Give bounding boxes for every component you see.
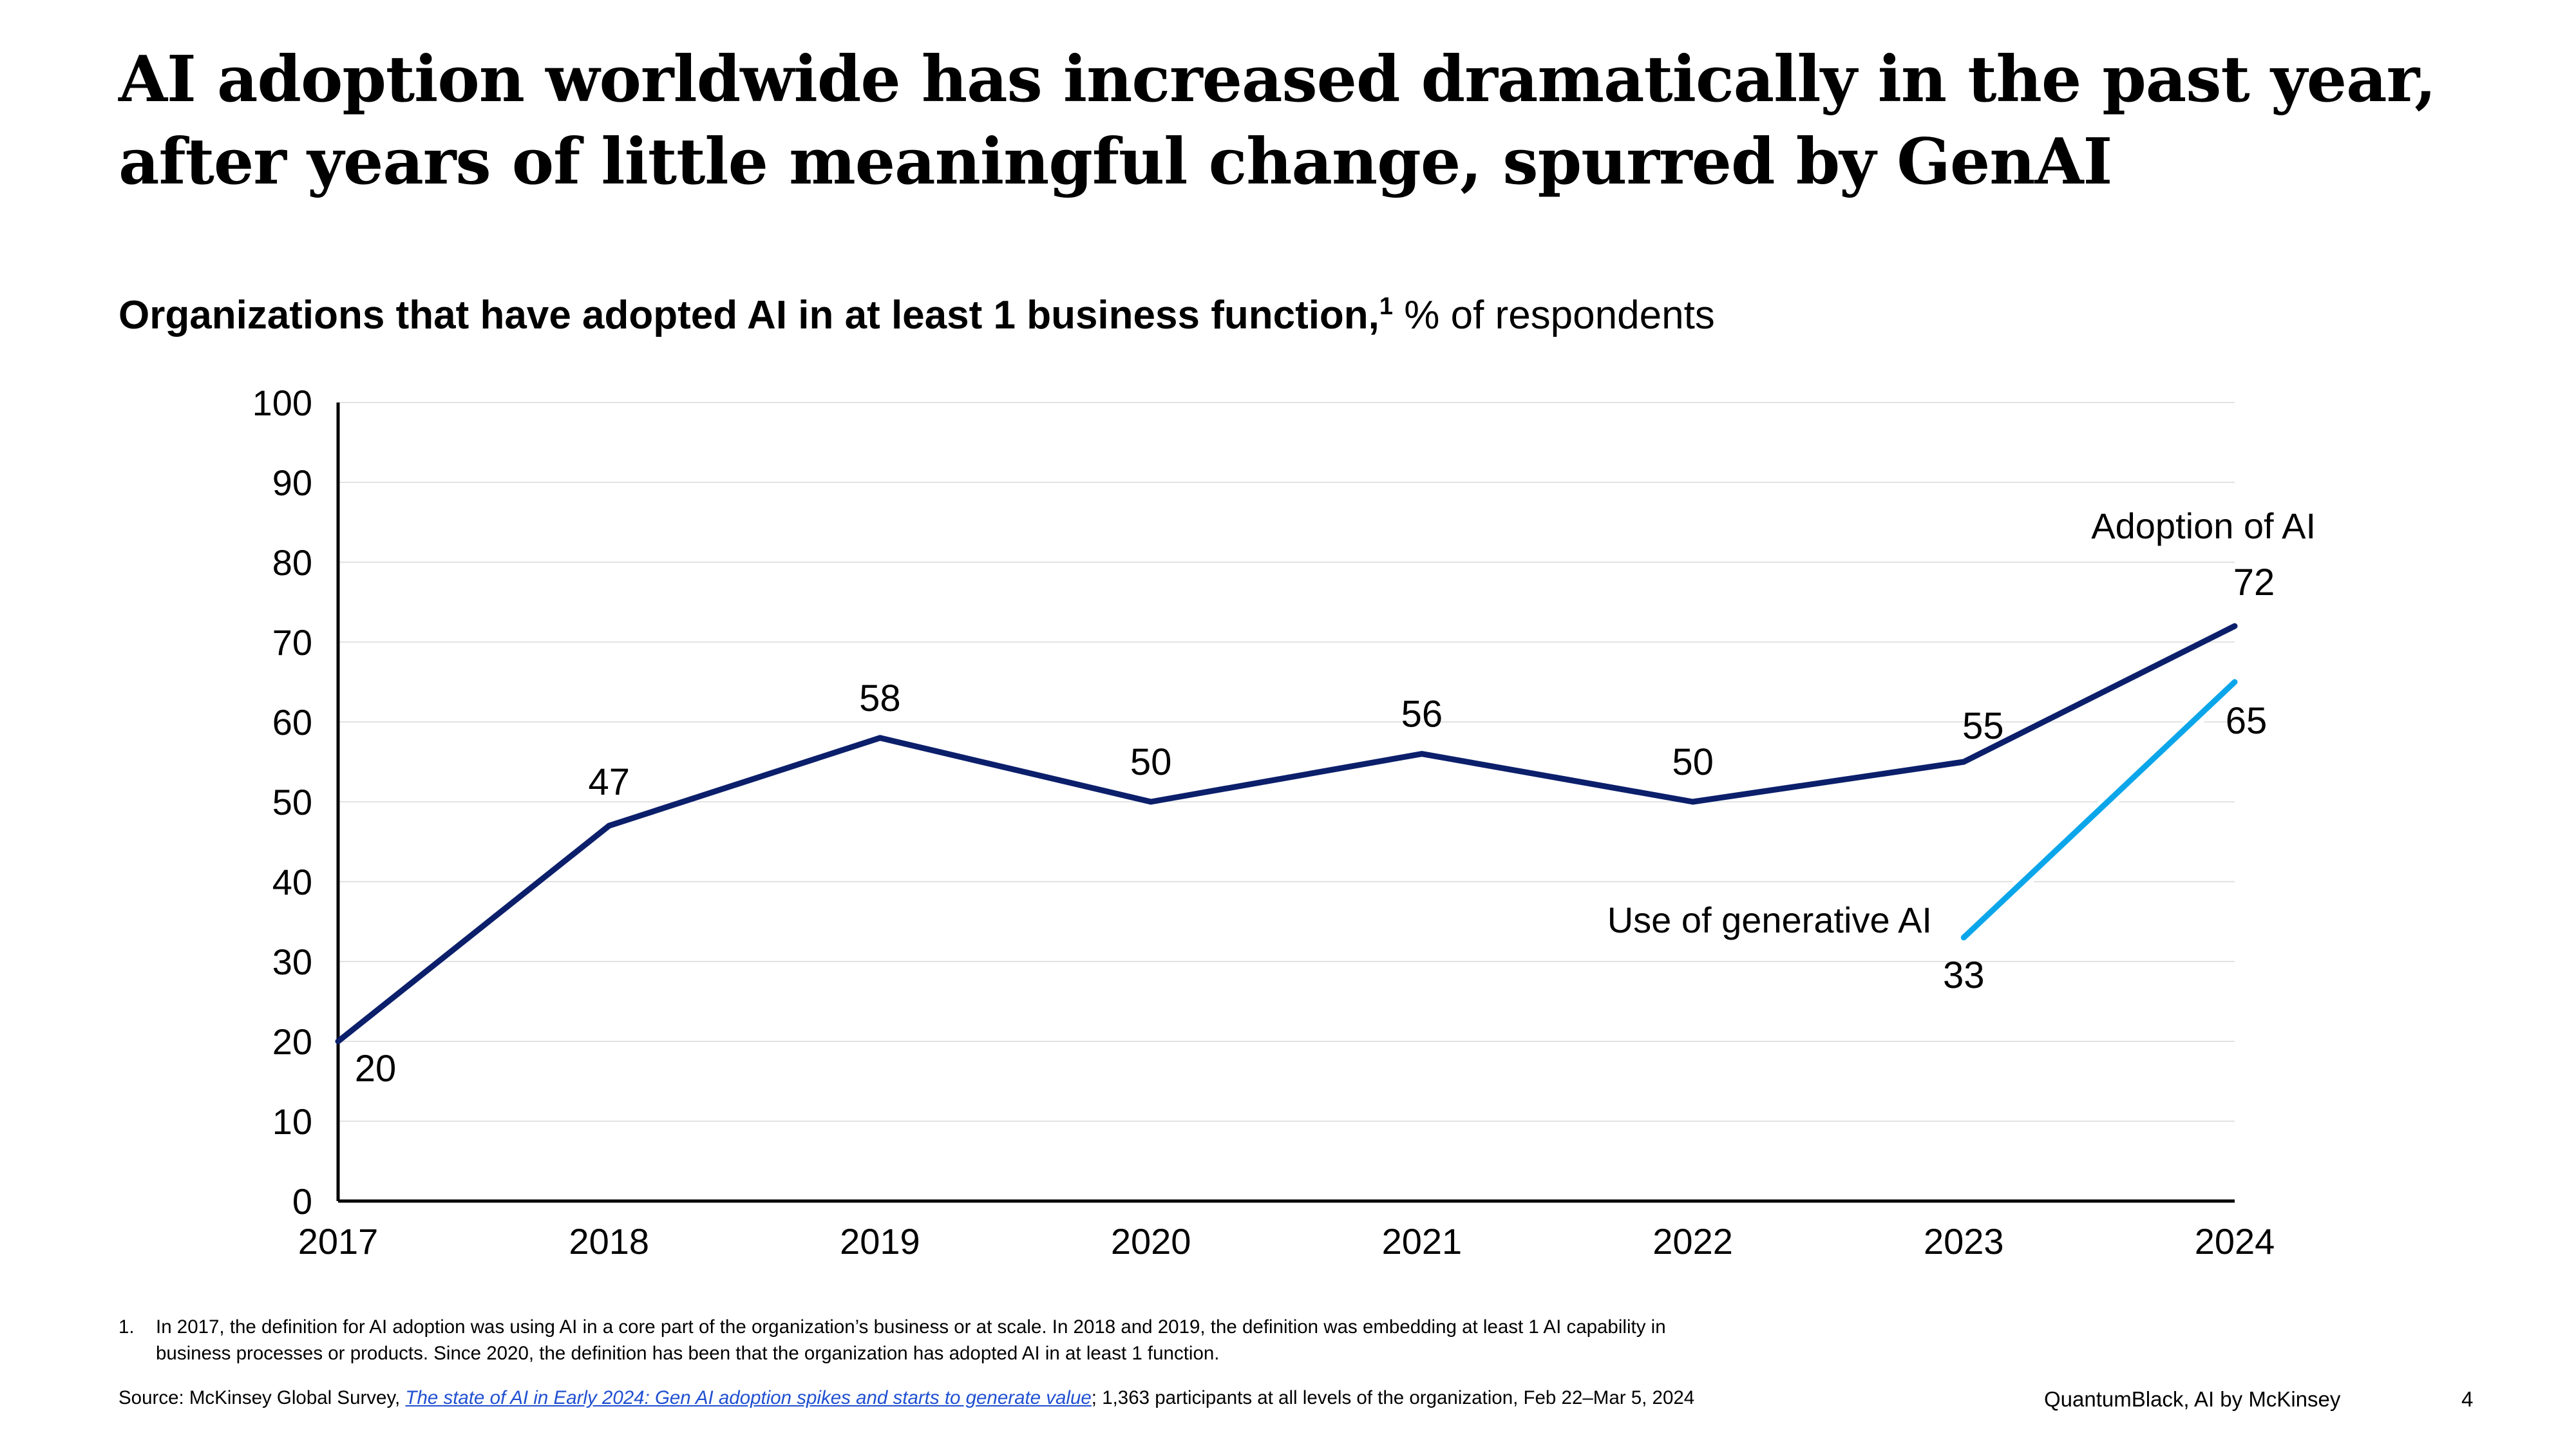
page-title: AI adoption worldwide has increased dram… xyxy=(118,39,2501,204)
x-tick-label-2018: 2018 xyxy=(569,1221,649,1262)
page-number: 4 xyxy=(2461,1387,2474,1411)
series-line-adoption-of-ai xyxy=(335,623,2238,1045)
data-label-adoption-2021: 56 xyxy=(1401,694,1443,735)
brand-label: QuantumBlack, AI by McKinsey xyxy=(2044,1387,2341,1411)
data-label-adoption-2023: 55 xyxy=(1962,705,2004,747)
data-label-adoption-2018: 47 xyxy=(588,761,630,803)
series-label-adoption-of-ai: Adoption of AI xyxy=(2091,506,2316,546)
title-line-1: AI adoption worldwide has increased dram… xyxy=(118,43,2436,117)
x-tick-label-2017: 2017 xyxy=(298,1221,379,1262)
source-suffix: ; 1,363 participants at all levels of th… xyxy=(1091,1387,1695,1408)
source-prefix: Source: McKinsey Global Survey, xyxy=(118,1387,406,1408)
source-link[interactable]: The state of AI in Early 2024: Gen AI ad… xyxy=(405,1387,1092,1408)
x-tick-label-2023: 2023 xyxy=(1924,1221,2004,1262)
data-label-adoption-2019: 58 xyxy=(859,677,901,719)
y-tick-label-90: 90 xyxy=(272,462,312,503)
title-line-2: after years of little meaningful change,… xyxy=(118,125,2112,199)
x-tick-label-2019: 2019 xyxy=(840,1221,920,1262)
data-label-adoption-2024: 72 xyxy=(2233,562,2275,603)
data-label-genai-2024: 65 xyxy=(2226,700,2268,742)
series-line-use-of-generative-ai xyxy=(1960,679,2238,941)
y-tick-label-100: 100 xyxy=(252,383,312,423)
chart-subtitle: Organizations that have adopted AI in at… xyxy=(118,281,1715,341)
source-line: Source: McKinsey Global Survey, The stat… xyxy=(118,1387,1694,1409)
y-tick-label-80: 80 xyxy=(272,542,312,583)
y-tick-label-10: 10 xyxy=(272,1101,312,1142)
subtitle-unit: % of respondents xyxy=(1393,293,1715,337)
data-label-adoption-2017: 20 xyxy=(355,1048,397,1090)
data-label-adoption-2020: 50 xyxy=(1130,741,1172,783)
x-tick-label-2022: 2022 xyxy=(1653,1221,1733,1262)
x-tick-label-2020: 2020 xyxy=(1111,1221,1191,1262)
footnote-number: 1. xyxy=(118,1316,135,1338)
footnote-text: In 2017, the definition for AI adoption … xyxy=(156,1316,1666,1364)
y-tick-label-70: 70 xyxy=(272,622,312,663)
x-tick-label-2021: 2021 xyxy=(1382,1221,1463,1262)
y-tick-label-50: 50 xyxy=(272,782,312,822)
y-tick-label-20: 20 xyxy=(272,1021,312,1062)
data-label-genai-2023: 33 xyxy=(1943,954,1985,996)
y-tick-label-60: 60 xyxy=(272,702,312,743)
y-tick-label-0: 0 xyxy=(292,1181,312,1222)
x-tick-label-2024: 2024 xyxy=(2195,1221,2275,1262)
subtitle-bold: Organizations that have adopted AI in at… xyxy=(118,293,1379,337)
footnote: 1. In 2017, the definition for AI adopti… xyxy=(118,1314,1740,1367)
series-label-use-of-generative-ai: Use of generative AI xyxy=(1607,900,1932,940)
y-tick-label-40: 40 xyxy=(272,862,312,902)
subtitle-footnote-marker: 1 xyxy=(1379,293,1394,320)
data-label-adoption-2022: 50 xyxy=(1672,741,1714,783)
y-tick-label-30: 30 xyxy=(272,942,312,982)
